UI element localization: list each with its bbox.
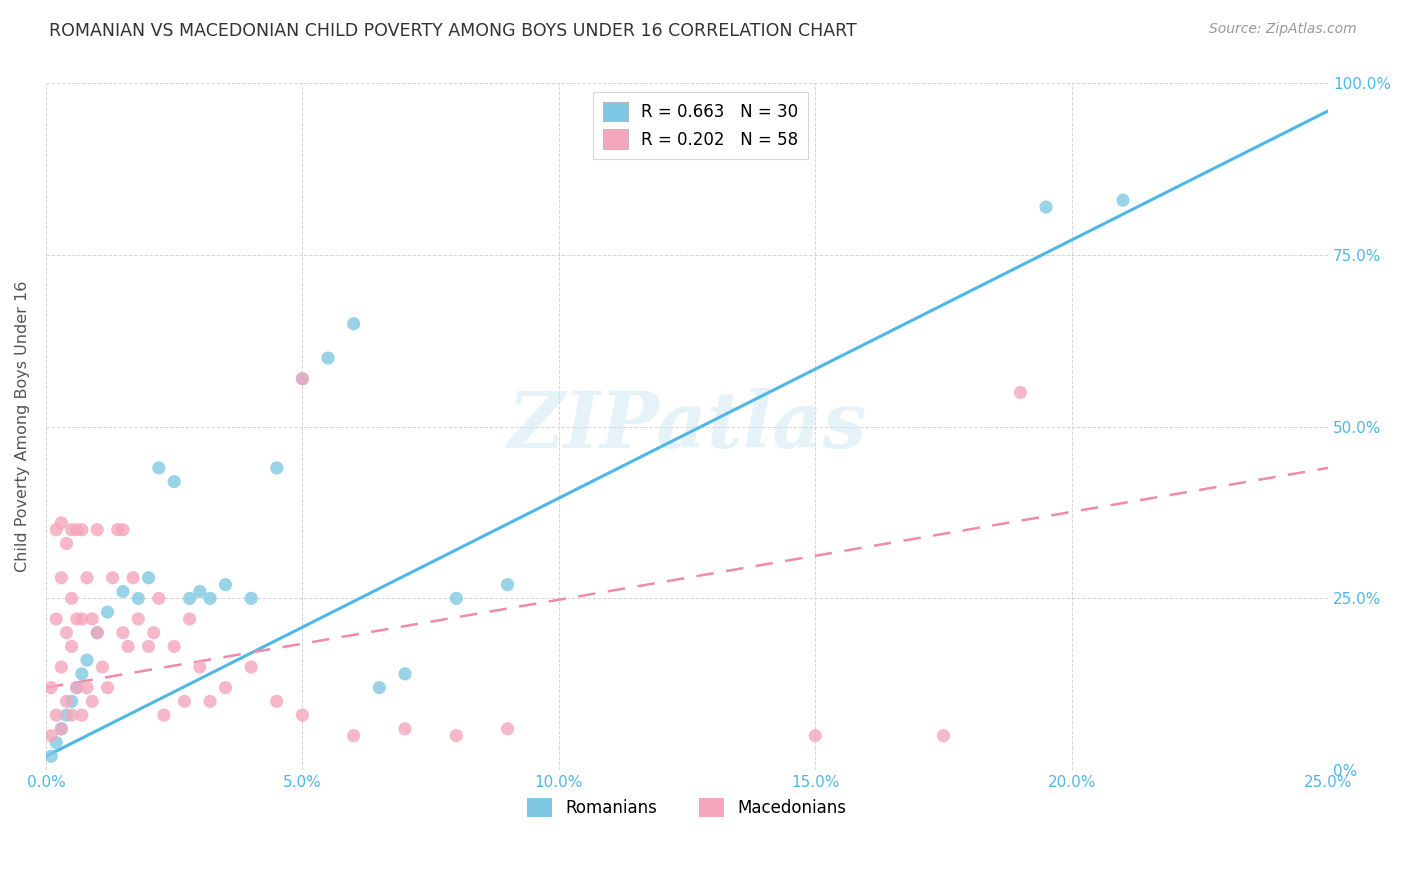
- Point: [51, 660, 73, 674]
- Point: [70, 523, 93, 537]
- Point: [96, 605, 118, 619]
- Point: [91, 660, 114, 674]
- Point: [45, 735, 67, 749]
- Point: [446, 591, 468, 606]
- Point: [1112, 193, 1135, 207]
- Point: [60, 591, 83, 606]
- Point: [55, 625, 77, 640]
- Point: [122, 571, 145, 585]
- Point: [291, 372, 314, 386]
- Point: [188, 660, 211, 674]
- Point: [60, 694, 83, 708]
- Point: [1010, 385, 1032, 400]
- Point: [76, 571, 98, 585]
- Point: [266, 461, 288, 475]
- Point: [55, 708, 77, 723]
- Point: [96, 681, 118, 695]
- Point: [55, 694, 77, 708]
- Point: [266, 694, 288, 708]
- Text: ZIPatlas: ZIPatlas: [508, 389, 866, 465]
- Point: [214, 577, 236, 591]
- Point: [179, 612, 201, 626]
- Point: [240, 660, 263, 674]
- Point: [66, 612, 89, 626]
- Point: [198, 591, 221, 606]
- Point: [496, 577, 519, 591]
- Point: [51, 516, 73, 530]
- Point: [60, 640, 83, 654]
- Point: [291, 708, 314, 723]
- Point: [86, 625, 108, 640]
- Point: [86, 523, 108, 537]
- Point: [240, 591, 263, 606]
- Point: [66, 681, 89, 695]
- Point: [291, 372, 314, 386]
- Point: [127, 612, 149, 626]
- Text: Source: ZipAtlas.com: Source: ZipAtlas.com: [1209, 22, 1357, 37]
- Point: [66, 681, 89, 695]
- Point: [76, 681, 98, 695]
- Point: [127, 591, 149, 606]
- Point: [496, 722, 519, 736]
- Point: [82, 612, 104, 626]
- Point: [66, 523, 89, 537]
- Point: [51, 571, 73, 585]
- Point: [148, 461, 170, 475]
- Point: [804, 729, 827, 743]
- Point: [60, 523, 83, 537]
- Point: [117, 640, 139, 654]
- Point: [316, 351, 339, 365]
- Point: [55, 536, 77, 550]
- Point: [343, 729, 366, 743]
- Point: [86, 625, 108, 640]
- Point: [70, 708, 93, 723]
- Point: [343, 317, 366, 331]
- Point: [188, 584, 211, 599]
- Point: [446, 729, 468, 743]
- Legend: Romanians, Macedonians: Romanians, Macedonians: [520, 791, 853, 823]
- Point: [101, 571, 124, 585]
- Point: [111, 523, 134, 537]
- Point: [1035, 200, 1057, 214]
- Point: [70, 612, 93, 626]
- Point: [368, 681, 391, 695]
- Point: [153, 708, 176, 723]
- Point: [76, 653, 98, 667]
- Point: [179, 591, 201, 606]
- Point: [45, 612, 67, 626]
- Point: [138, 571, 160, 585]
- Point: [394, 722, 416, 736]
- Point: [70, 666, 93, 681]
- Point: [45, 708, 67, 723]
- Point: [51, 722, 73, 736]
- Point: [51, 722, 73, 736]
- Point: [142, 625, 165, 640]
- Point: [82, 694, 104, 708]
- Point: [39, 749, 62, 764]
- Point: [111, 584, 134, 599]
- Point: [148, 591, 170, 606]
- Point: [39, 681, 62, 695]
- Point: [932, 729, 955, 743]
- Point: [163, 475, 186, 489]
- Point: [39, 729, 62, 743]
- Text: ROMANIAN VS MACEDONIAN CHILD POVERTY AMONG BOYS UNDER 16 CORRELATION CHART: ROMANIAN VS MACEDONIAN CHILD POVERTY AMO…: [49, 22, 858, 40]
- Point: [394, 666, 416, 681]
- Point: [214, 681, 236, 695]
- Point: [138, 640, 160, 654]
- Point: [173, 694, 195, 708]
- Y-axis label: Child Poverty Among Boys Under 16: Child Poverty Among Boys Under 16: [15, 281, 30, 573]
- Point: [107, 523, 129, 537]
- Point: [60, 708, 83, 723]
- Point: [163, 640, 186, 654]
- Point: [111, 625, 134, 640]
- Point: [45, 523, 67, 537]
- Point: [198, 694, 221, 708]
